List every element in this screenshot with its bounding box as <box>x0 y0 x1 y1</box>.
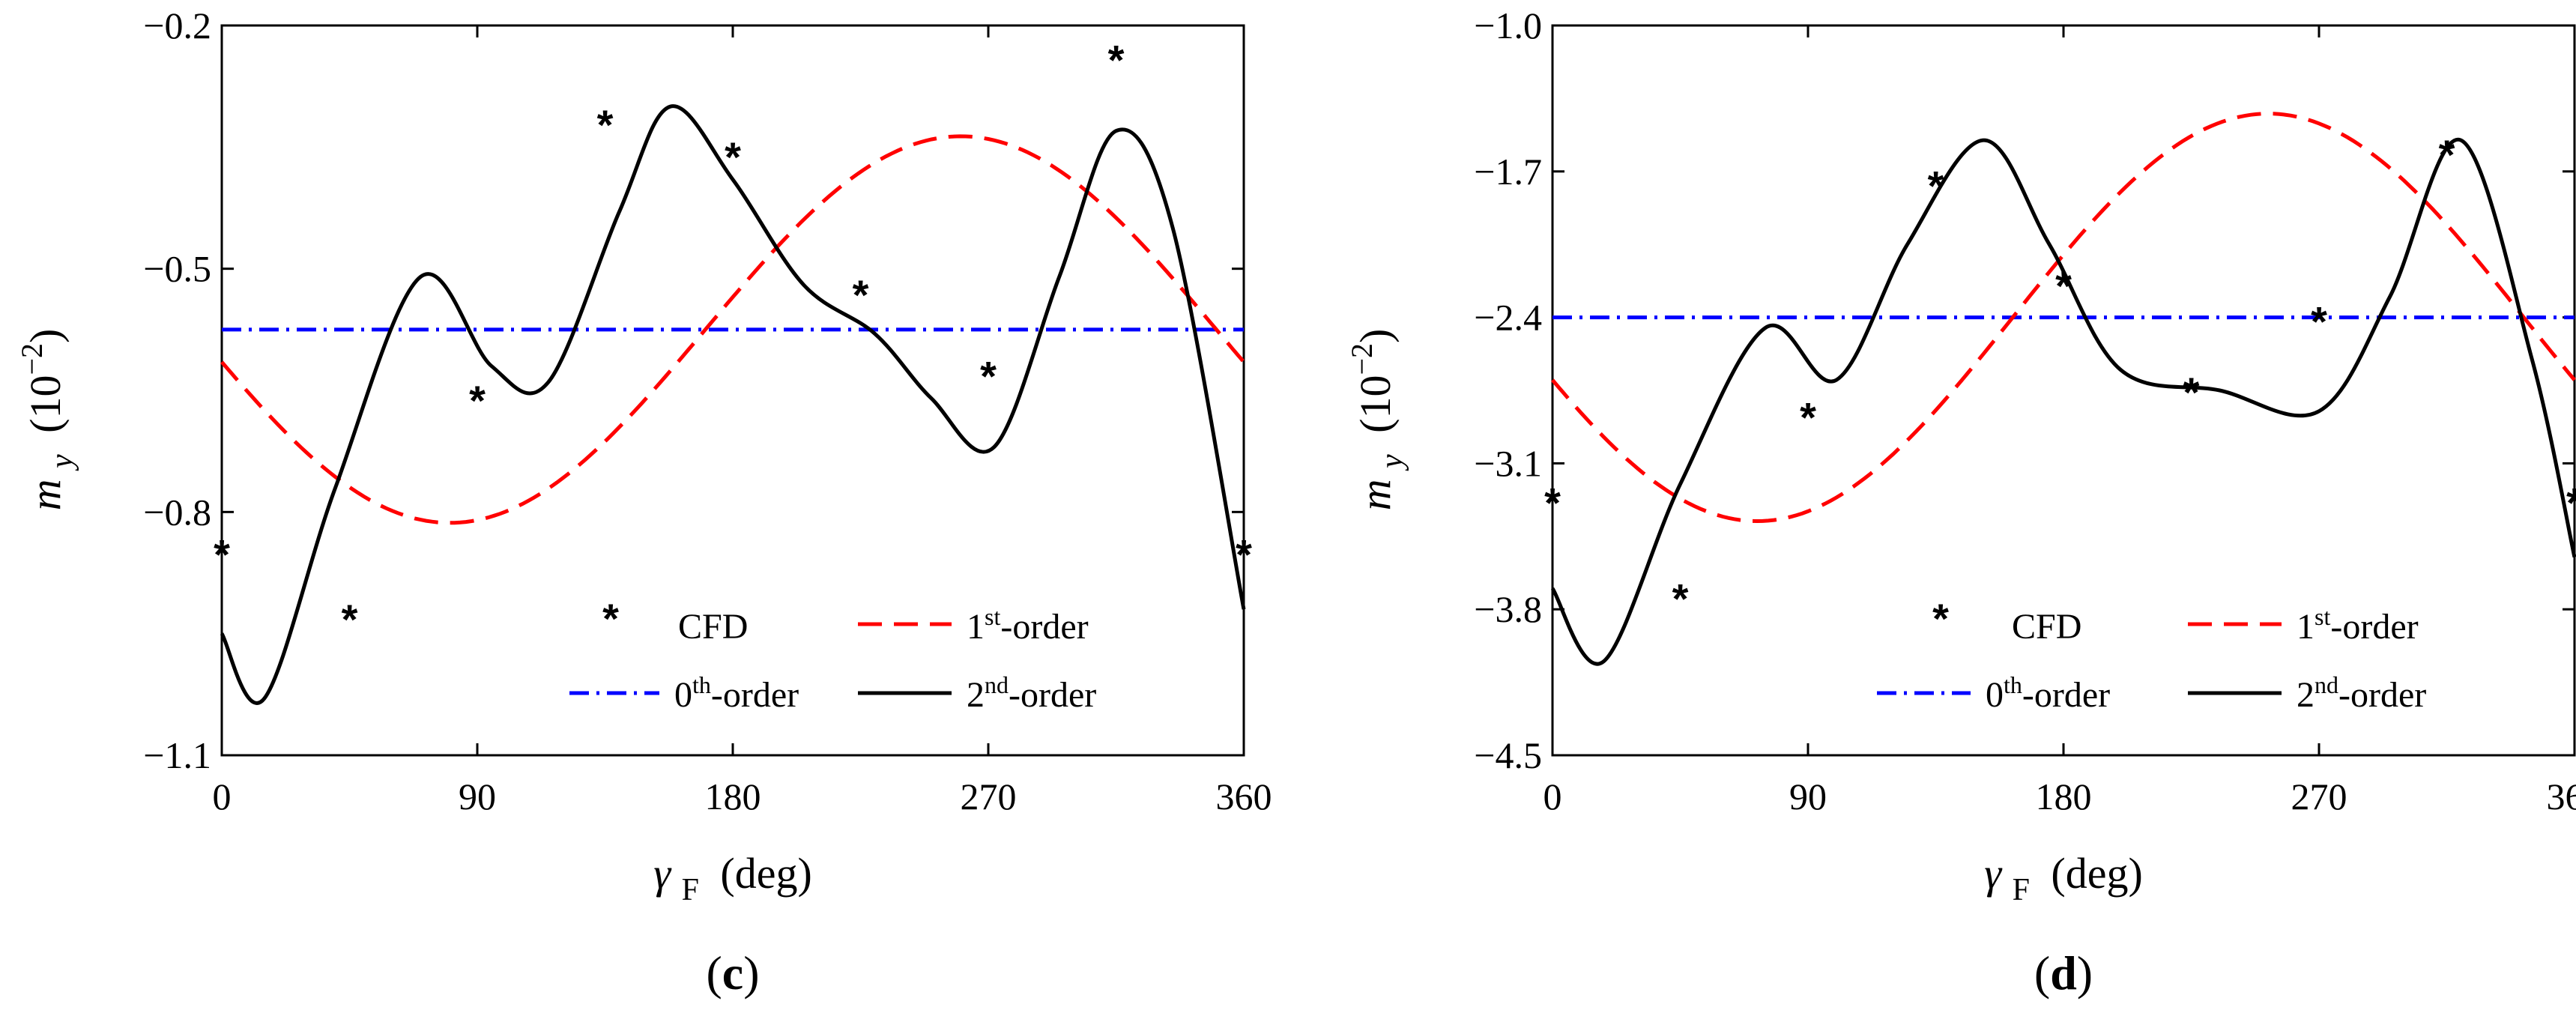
y-axis-subscript: y <box>1375 454 1409 471</box>
y-tick-label: −0.2 <box>143 4 211 46</box>
y-tick-label: −1.1 <box>143 734 211 776</box>
y-tick-label: −1.0 <box>1474 4 1542 46</box>
x-tick-label: 360 <box>1216 775 1272 817</box>
legend-order0-label: 0th-order <box>674 671 799 715</box>
x-axis-symbol: γ <box>1984 849 2003 898</box>
legend-order1-label: 1st-order <box>967 603 1089 647</box>
x-tick-label: 360 <box>2547 775 2576 817</box>
x-tick-label: 90 <box>1789 775 1827 817</box>
panel-label: (d) <box>2034 946 2093 1000</box>
cfd-point: * <box>1672 575 1689 623</box>
cfd-point: * <box>1544 479 1561 526</box>
y-axis-exponent: −2 <box>1345 343 1379 375</box>
y-axis-paren-open: ( <box>1351 419 1400 433</box>
x-axis-subscript: F <box>2013 873 2030 907</box>
cfd-point: * <box>725 133 741 181</box>
x-axis-label: γ F (deg) <box>1984 849 2143 910</box>
y-axis-exponent: −2 <box>15 343 49 375</box>
cfd-point: * <box>1928 162 1944 209</box>
y-axis-base: 10 <box>21 375 70 419</box>
series-order1-line <box>1551 112 2576 524</box>
panel-label: (c) <box>706 946 759 1000</box>
y-axis-symbol: m <box>1351 479 1400 510</box>
x-tick-label: 180 <box>705 775 761 817</box>
x-tick-label: 0 <box>1544 775 1562 817</box>
y-tick-label: −2.4 <box>1474 297 1542 339</box>
legend-order1-label: 1st-order <box>2297 603 2419 647</box>
cfd-point: * <box>1236 530 1252 578</box>
cfd-point: * <box>469 377 486 424</box>
cfd-point: * <box>2055 262 2072 309</box>
y-axis-label: m y (10−2) <box>1345 329 1412 511</box>
x-tick-label: 180 <box>2036 775 2092 817</box>
legend-order2-label: 2nd-order <box>967 671 1096 715</box>
legend-cfd-label: CFD <box>678 607 748 647</box>
cfd-point: * <box>1800 393 1816 441</box>
x-tick-labels: 0 90 180 270 360 <box>1544 775 2576 817</box>
series-order1-line <box>220 134 1245 525</box>
cfd-point: * <box>2566 479 2576 526</box>
cfd-point: * <box>214 530 230 578</box>
cfd-point: * <box>980 352 997 399</box>
y-tick-label: −1.7 <box>1474 151 1542 193</box>
cfd-point: * <box>342 596 358 643</box>
y-axis-symbol: m <box>21 479 70 510</box>
x-axis-label: γ F (deg) <box>653 849 812 910</box>
series-layer: * * * * * * * * * <box>1544 112 2576 666</box>
legend-cfd-marker: * <box>1932 595 1949 642</box>
x-axis-unit: (deg) <box>720 849 811 898</box>
y-tick-label: −0.5 <box>143 248 211 290</box>
x-axis-subscript: F <box>682 873 699 907</box>
axis-ticks <box>220 24 1245 757</box>
cfd-point: * <box>2311 297 2327 345</box>
y-axis-paren-close: ) <box>1351 329 1400 343</box>
chart-panel-c: −1.1−0.8−0.5−0.2 0 90 180 270 360 ********* … <box>15 4 1272 1000</box>
y-axis-base: 10 <box>1351 375 1400 419</box>
x-axis-symbol: γ <box>653 849 672 898</box>
x-tick-label: 270 <box>961 775 1017 817</box>
axis-ticks <box>1551 24 2576 757</box>
y-tick-label: −3.8 <box>1474 588 1542 630</box>
y-axis-label: m y (10−2) <box>15 329 82 511</box>
y-tick-label: −4.5 <box>1474 734 1542 776</box>
legend: * CFD 1st-order 0th-order 2nd-order <box>1877 595 2426 715</box>
x-axis-unit: (deg) <box>2051 849 2142 898</box>
y-axis-paren-open: ( <box>21 419 70 433</box>
x-tick-label: 90 <box>459 775 496 817</box>
series-order2-line <box>220 104 1246 705</box>
legend: * CFD 1st-order 0th-order 2nd-order <box>569 595 1096 715</box>
legend-cfd-marker: * <box>602 595 619 642</box>
legend-cfd-label: CFD <box>2012 607 2081 647</box>
cfd-point: * <box>2439 131 2455 178</box>
x-tick-label: 0 <box>213 775 232 817</box>
panel-letter: d <box>2050 946 2077 1000</box>
y-tick-labels: −4.5 −3.8 −3.1 −2.4 −1.7 −1.0 <box>1474 4 1542 776</box>
y-tick-label: −0.8 <box>143 491 211 533</box>
x-tick-label: 270 <box>2291 775 2347 817</box>
legend-order2-label: 2nd-order <box>2297 671 2426 715</box>
series-order2-line <box>1550 137 2576 666</box>
cfd-point: * <box>1108 36 1125 83</box>
cfd-point: * <box>2183 369 2200 416</box>
x-tick-labels: 0 90 180 270 360 <box>213 775 1272 817</box>
series-layer: * * * * * * * * * <box>214 36 1252 705</box>
legend-order0-label: 0th-order <box>1986 671 2110 715</box>
y-axis-subscript: y <box>45 454 79 471</box>
cfd-point: * <box>853 271 869 318</box>
cfd-point: * <box>597 101 614 148</box>
panel-letter: c <box>722 946 743 1000</box>
y-tick-labels: −1.1 −0.8 −0.5 −0.2 <box>143 4 211 776</box>
y-tick-label: −3.1 <box>1474 442 1542 484</box>
y-axis-paren-close: ) <box>21 329 70 343</box>
